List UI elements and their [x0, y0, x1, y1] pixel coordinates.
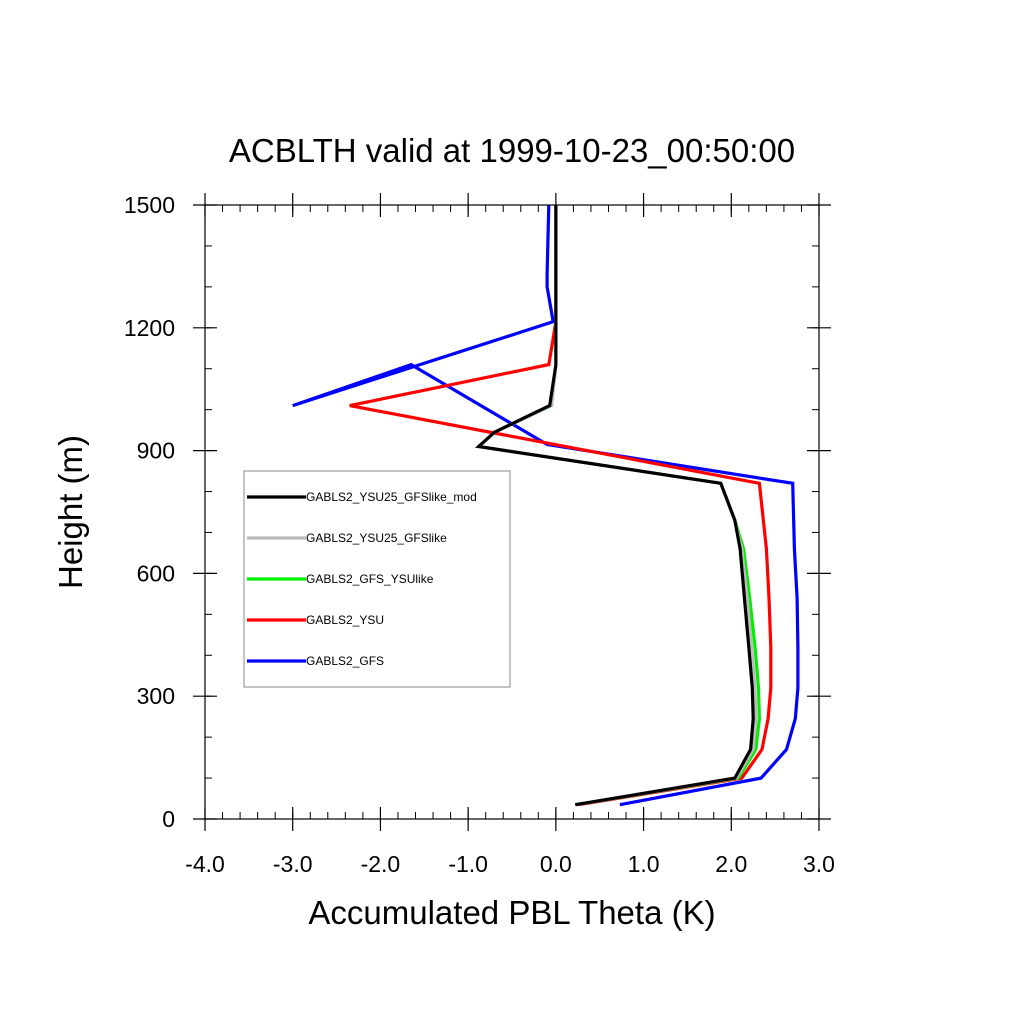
series-line-gabls2-ysu25-gfslike-mod	[475, 205, 755, 807]
legend: GABLS2_YSU25_GFSlike_mod GABLS2_YSU25_GFS…	[243, 470, 511, 688]
legend-label: GABLS2_GFS_YSUlike	[306, 572, 434, 586]
chart-title: ACBLTH valid at 1999-10-23_00:50:00	[229, 132, 795, 169]
x-tick-label: -1.0	[448, 851, 488, 877]
series-lines	[292, 204, 800, 807]
y-tick-label: 300	[137, 683, 175, 709]
x-tick-label: 3.0	[803, 851, 835, 877]
x-tick-label: -4.0	[185, 851, 225, 877]
tick-labels: -4.0 -3.0 -2.0 -1.0 0.0 1.0 2.0 3.0 0 300 600 900 12…	[124, 192, 835, 877]
series-line-gabls2-gfs-ysulike	[475, 205, 762, 807]
y-tick-label: 600	[137, 560, 175, 586]
legend-label: GABLS2_YSU25_GFSlike	[306, 531, 447, 545]
x-tick-label: 1.0	[628, 851, 660, 877]
y-tick-label: 1200	[124, 315, 175, 341]
legend-label: GABLS2_YSU	[306, 613, 384, 627]
plot-frame	[204, 204, 820, 820]
x-tick-label: 0.0	[540, 851, 572, 877]
legend-label: GABLS2_GFS	[306, 654, 384, 668]
y-tick-label: 1500	[124, 192, 175, 218]
y-tick-label: 0	[162, 806, 175, 832]
series-line-gabls2-ysu25-gfslike	[475, 205, 758, 807]
x-tick-label: -3.0	[273, 851, 313, 877]
x-tick-label: 2.0	[715, 851, 747, 877]
x-tick-label: -2.0	[361, 851, 401, 877]
x-axis-label: Accumulated PBL Theta (K)	[308, 894, 715, 931]
series-line-gabls2-ysu	[349, 205, 773, 807]
y-tick-label: 900	[137, 438, 175, 464]
series-line-gabls2-gfs	[292, 204, 800, 807]
y-axis-label: Height (m)	[52, 435, 89, 589]
legend-label: GABLS2_YSU25_GFSlike_mod	[306, 490, 477, 504]
